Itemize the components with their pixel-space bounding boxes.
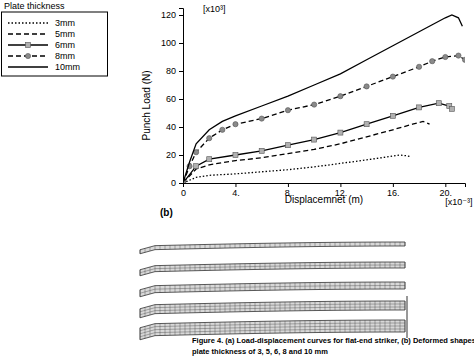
- marker: [338, 130, 343, 135]
- legend-swatch: [8, 22, 48, 23]
- series-line: [183, 103, 452, 183]
- axis: 0 20 40 60 80 100 120: [161, 9, 184, 189]
- marker: [233, 122, 238, 127]
- legend-marker: [26, 43, 31, 48]
- marker: [443, 54, 448, 59]
- legend-label: 8mm: [55, 51, 75, 61]
- tick-label: 4.: [232, 188, 240, 198]
- legend-label: 5mm: [55, 29, 75, 39]
- tick: 0: [171, 178, 183, 188]
- tick-mark: [179, 127, 183, 128]
- tick-label: 60: [166, 94, 176, 104]
- marker: [259, 148, 264, 153]
- tick-label: 100: [161, 38, 176, 48]
- axis-line: [179, 9, 184, 184]
- deformed-shapes: [140, 242, 407, 340]
- tick-mark: [445, 183, 446, 187]
- marker: [233, 153, 238, 158]
- marker: [462, 57, 465, 62]
- marker: [312, 102, 317, 107]
- marker: [390, 74, 395, 79]
- plate-shape: [140, 242, 405, 254]
- x-axis-multiplier: [x10⁻³]: [445, 197, 472, 207]
- marker: [338, 94, 343, 99]
- legend-swatch: [8, 33, 48, 34]
- tick-mark: [235, 183, 236, 187]
- legend-label: 6mm: [55, 40, 75, 50]
- legend: Plate thickness 3mm5mm6mm8mm10mm: [2, 1, 108, 76]
- marker: [456, 53, 461, 58]
- marker: [436, 101, 441, 106]
- marker: [416, 64, 421, 69]
- caption: Figure 4. (a) Load-displacement curves f…: [192, 336, 474, 345]
- tick-label: 40: [166, 122, 176, 132]
- y-axis-multiplier: [x10³]: [203, 4, 226, 14]
- marker: [390, 113, 395, 118]
- plate-mesh: [140, 262, 405, 276]
- legend-box: [2, 12, 108, 76]
- tick-mark: [340, 183, 341, 187]
- panel-label: (b): [160, 207, 173, 218]
- series-line: [183, 155, 410, 183]
- tick: 0: [181, 183, 186, 198]
- tick-mark: [179, 183, 183, 184]
- tick-mark: [179, 43, 183, 44]
- marker: [285, 143, 290, 148]
- marker: [194, 164, 199, 169]
- axis-line: [184, 184, 466, 188]
- tick-label: 0: [171, 178, 176, 188]
- tick-mark: [179, 99, 183, 100]
- tick: 40: [166, 122, 183, 132]
- legend-label: 10mm: [55, 62, 80, 72]
- marker: [312, 137, 317, 142]
- tick-label: 16.: [387, 188, 400, 198]
- marker: [417, 105, 422, 110]
- x-axis-title: Displacemnet (m): [285, 194, 363, 205]
- legend-label: 3mm: [55, 18, 75, 28]
- marker: [364, 84, 369, 89]
- tick: 60: [166, 94, 183, 104]
- tick: 120: [161, 10, 183, 20]
- tick-label: 120: [161, 10, 176, 20]
- legend-title: Plate thickness: [4, 1, 65, 11]
- marker: [430, 59, 435, 64]
- plate-shape: [140, 301, 405, 318]
- marker: [259, 116, 264, 121]
- legend-marker: [25, 53, 30, 58]
- tick-label: 0: [181, 188, 186, 198]
- tick: 4.: [232, 183, 240, 198]
- tick-mark: [288, 183, 289, 187]
- plate-mesh: [140, 242, 405, 254]
- boundary-line: [407, 296, 408, 338]
- tick-label: 20: [166, 150, 176, 160]
- plate-shape: [140, 262, 405, 276]
- plate-shape: [140, 282, 405, 297]
- series-line: [183, 56, 465, 183]
- legend-swatch: [8, 66, 48, 67]
- plate-mesh: [140, 301, 405, 318]
- tick: 100: [161, 38, 183, 48]
- series-line: [183, 121, 430, 183]
- series-line: [183, 15, 462, 183]
- tick: 20: [166, 150, 183, 160]
- plate-mesh: [140, 282, 405, 297]
- tick-mark: [393, 183, 394, 187]
- caption: plate thickness of 3, 5, 6, 8 and 10 mm: [192, 347, 328, 356]
- tick-mark: [179, 15, 183, 16]
- tick: 80: [166, 66, 183, 76]
- marker: [364, 122, 369, 127]
- plot-area: [183, 15, 465, 183]
- marker: [220, 127, 225, 132]
- tick-mark: [179, 155, 183, 156]
- tick-mark: [179, 71, 183, 72]
- y-axis-title: Punch Load (N): [141, 70, 152, 140]
- marker: [285, 108, 290, 113]
- tick: 16.: [387, 183, 400, 198]
- tick-label: 80: [166, 66, 176, 76]
- marker: [207, 136, 212, 141]
- marker: [449, 106, 454, 111]
- marker: [207, 157, 212, 162]
